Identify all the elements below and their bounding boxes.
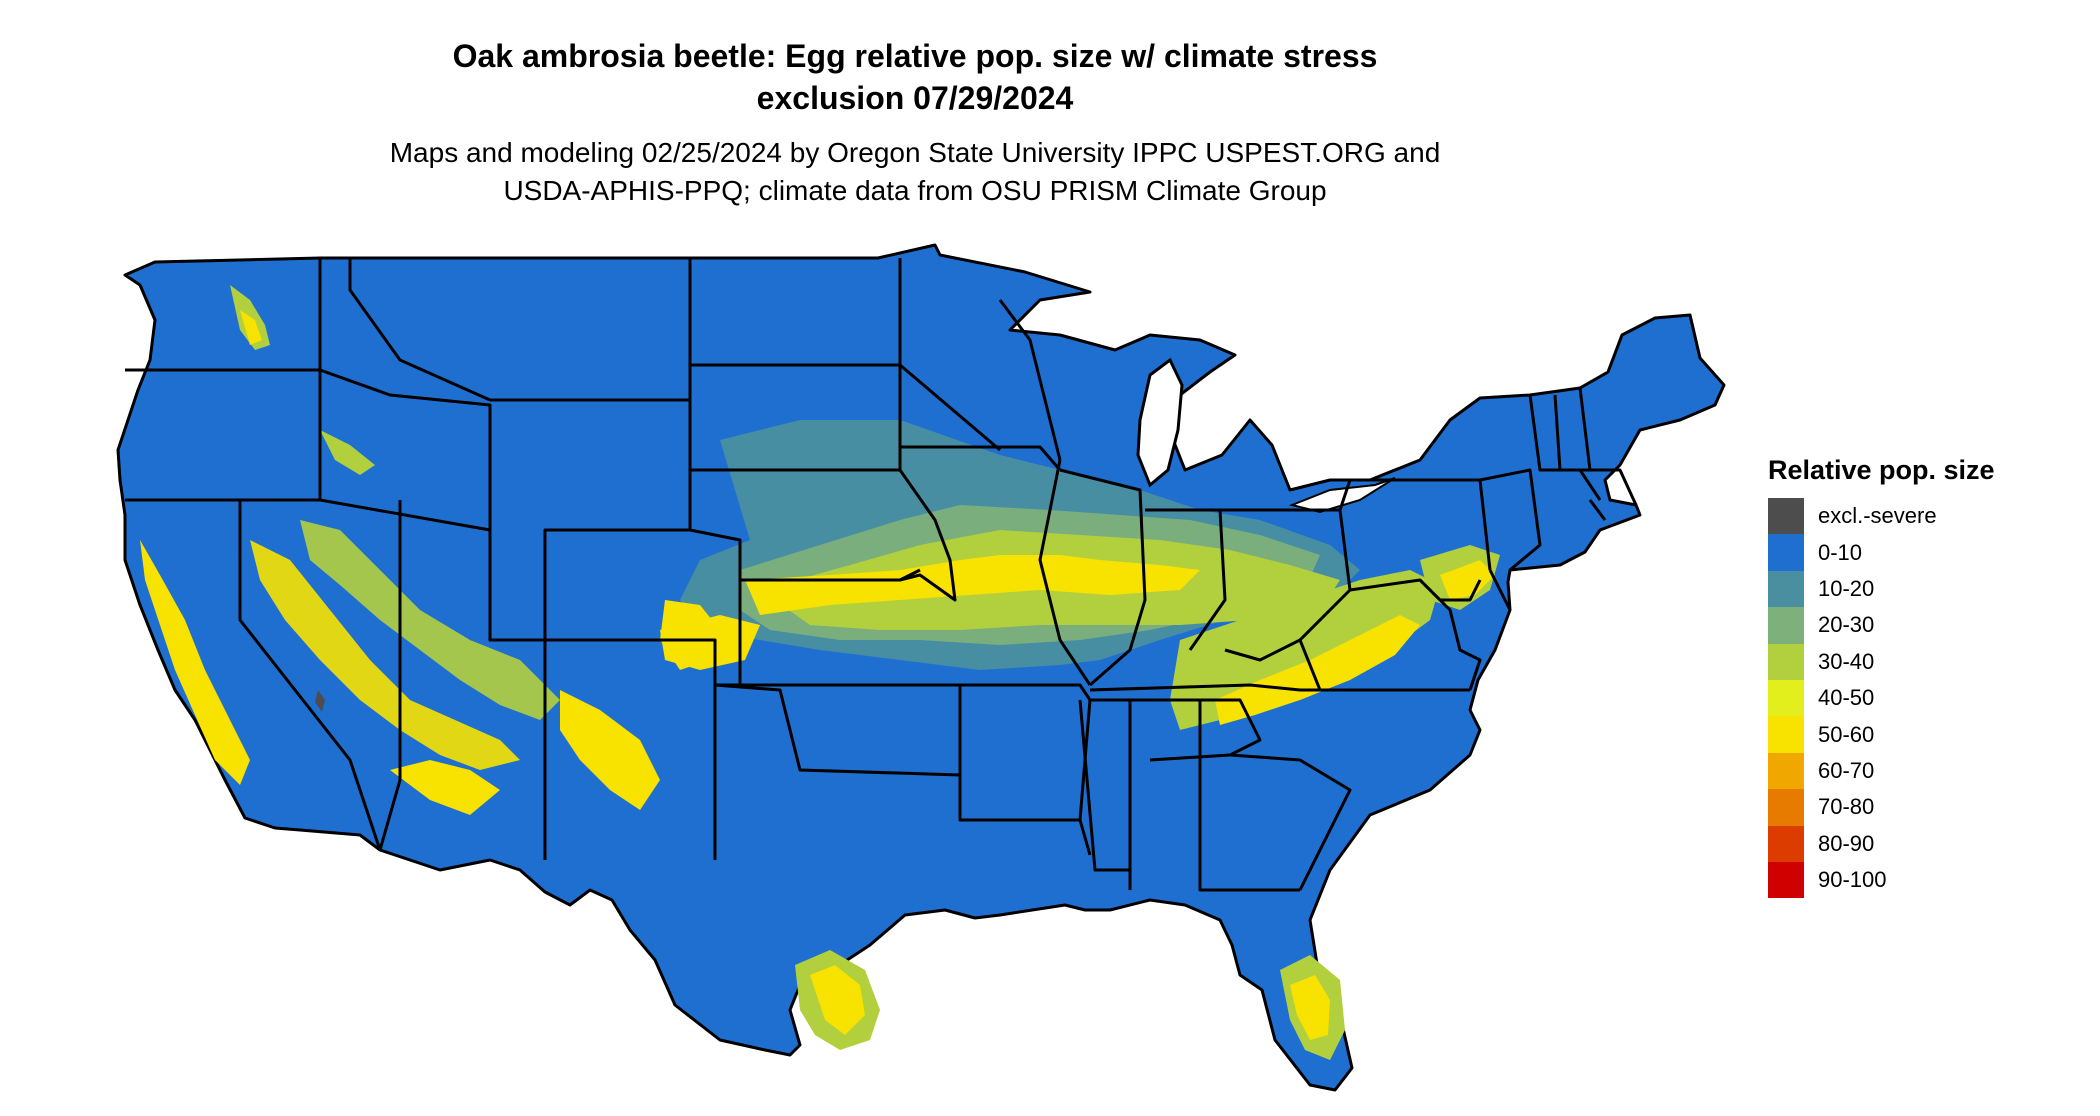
zone-50-60-arizona: [390, 760, 500, 815]
zone-50-60-california: [140, 540, 250, 785]
legend-label: excl.-severe: [1818, 503, 1937, 529]
legend-swatch: [1768, 679, 1804, 717]
state-borders: [125, 258, 1638, 892]
zone-50-60-corn-belt: [745, 555, 1200, 615]
map-title-line-2: exclusion 07/29/2024: [756, 80, 1074, 116]
legend-swatch: [1768, 534, 1804, 571]
zone-50-60-colorado-front: [660, 600, 720, 670]
zone-excl-severe-death-valley: [315, 690, 325, 712]
zone-50-60-texas-coast: [810, 965, 865, 1035]
legend-swatch: [1768, 861, 1804, 899]
legend-item: excl.-severe: [1768, 498, 1937, 535]
legend-swatch: [1768, 825, 1804, 862]
legend-item: 70-80: [1768, 789, 1937, 826]
zone-50-60-florida: [1290, 975, 1330, 1040]
legend-item: 90-100: [1768, 861, 1937, 899]
legend-label: 10-20: [1818, 575, 1875, 601]
legend-label: 20-30: [1818, 612, 1875, 638]
map-title-line-1: Oak ambrosia beetle: Egg relative pop. s…: [452, 38, 1378, 74]
legend-swatch: [1768, 716, 1804, 753]
legend-label: 40-50: [1818, 685, 1875, 711]
legend-label: 90-100: [1818, 867, 1887, 893]
legend-item: 0-10: [1768, 534, 1937, 571]
legend-item: 50-60: [1768, 716, 1937, 753]
legend-swatch: [1768, 607, 1804, 644]
legend-swatch: [1768, 498, 1804, 535]
legend-item: 60-70: [1768, 752, 1937, 790]
map-subtitle-line-2: USDA-APHIS-PPQ; climate data from OSU PR…: [503, 175, 1327, 206]
legend-item: 80-90: [1768, 825, 1937, 862]
zone-50-60-washington: [240, 310, 262, 345]
map-subtitle-line-1: Maps and modeling 02/25/2024 by Oregon S…: [389, 137, 1441, 168]
legend-swatch: [1768, 752, 1804, 790]
legend-item: 40-50: [1768, 679, 1937, 717]
legend-item: 30-40: [1768, 643, 1937, 680]
zone-50-60-mid-atlantic: [1440, 560, 1495, 600]
legend: excl.-severe 0-10 10-20 20-30 30-40 40-5…: [1768, 498, 1937, 899]
legend-label: 30-40: [1818, 648, 1875, 674]
zone-30-40-idaho: [320, 430, 375, 475]
us-land: [116, 243, 1726, 1092]
lake-michigan: [1136, 357, 1184, 488]
zone-50-60-appalachia: [1215, 615, 1420, 725]
legend-label: 60-70: [1818, 757, 1875, 783]
legend-swatch: [1768, 570, 1804, 608]
legend-label: 80-90: [1818, 830, 1875, 856]
zone-50-60-nevada-utah: [250, 540, 520, 770]
legend-label: 0-10: [1818, 539, 1863, 565]
legend-item: 10-20: [1768, 570, 1937, 608]
legend-swatch: [1768, 789, 1804, 826]
legend-title: Relative pop. size: [1768, 455, 1995, 485]
legend-item: 20-30: [1768, 607, 1937, 644]
legend-label: 70-80: [1818, 794, 1875, 820]
zone-30-40-nevada-utah: [300, 520, 560, 720]
legend-label: 50-60: [1818, 721, 1875, 747]
zone-50-60-new-mexico: [560, 690, 660, 810]
legend-swatch: [1768, 643, 1804, 680]
